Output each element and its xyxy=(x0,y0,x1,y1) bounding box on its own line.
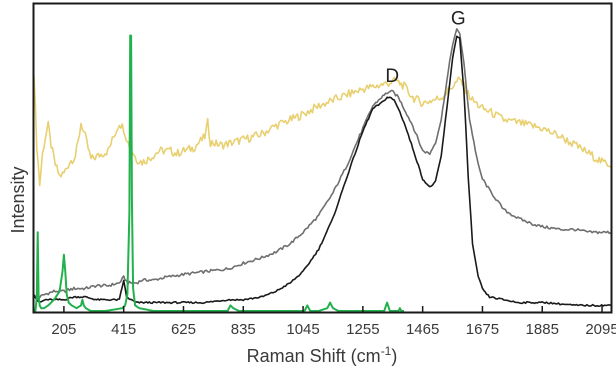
x-tick-label: 1045 xyxy=(286,321,319,338)
x-tick-label: 1885 xyxy=(526,321,559,338)
x-tick-label: 2095 xyxy=(585,321,616,338)
x-tick-label: 835 xyxy=(231,321,256,338)
x-tick-label: 1255 xyxy=(346,321,379,338)
y-axis-label: Intensity xyxy=(8,166,28,233)
peak-label-g: G xyxy=(451,8,466,29)
x-axis-ticks: 205 415 625 835 1045 1255 1465 1675 1885 2095 xyxy=(51,306,616,338)
x-tick-label: 625 xyxy=(171,321,196,338)
x-axis-label-main: Raman Shift (cm xyxy=(247,346,381,366)
x-axis-label-superscript: -1 xyxy=(381,344,392,358)
series-line-1 xyxy=(33,76,613,187)
x-axis-label-suffix: ) xyxy=(391,346,397,366)
x-tick-label: 415 xyxy=(111,321,136,338)
plot-frame xyxy=(32,2,613,314)
x-tick-label: 205 xyxy=(51,321,76,338)
series-line-4 xyxy=(34,34,405,312)
peak-label-d: D xyxy=(385,66,399,87)
series-layer xyxy=(33,28,613,312)
annotation-layer: DG xyxy=(385,8,465,87)
x-tick-label: 1675 xyxy=(466,321,499,338)
x-tick-label: 1465 xyxy=(406,321,439,338)
series-line-2 xyxy=(33,28,613,301)
x-axis-label: Raman Shift (cm-1) xyxy=(247,344,398,366)
